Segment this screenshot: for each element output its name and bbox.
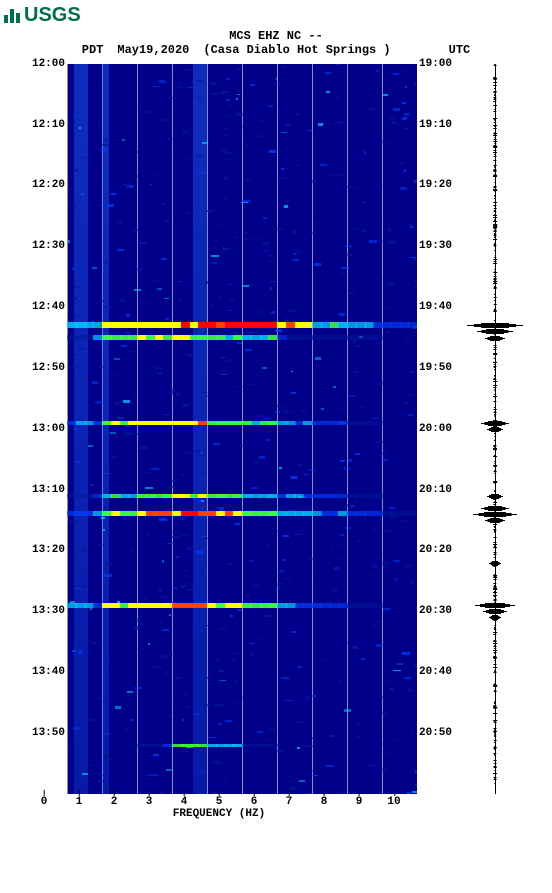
header-tz-right: UTC — [449, 43, 471, 57]
waveform-spike — [486, 333, 504, 334]
x-tick: 8 — [321, 796, 328, 808]
x-tick: 2 — [111, 796, 118, 808]
gridline — [312, 64, 313, 794]
gridline — [137, 64, 138, 794]
gridline — [67, 64, 68, 794]
gridline — [382, 64, 383, 794]
y-right-tick: 20:00 — [419, 423, 452, 435]
gridline — [347, 64, 348, 794]
chart-header: MCS EHZ NC -- PDT May19,2020 (Casa Diabl… — [4, 29, 548, 58]
y-left-tick: 12:50 — [32, 362, 65, 374]
y-right-tick: 19:50 — [419, 362, 452, 374]
gridline — [172, 64, 173, 794]
x-tick: 5 — [216, 796, 223, 808]
y-left-tick: 12:20 — [32, 179, 65, 191]
header-date: May19,2020 — [117, 43, 189, 57]
x-axis-label: FREQUENCY (HZ) — [44, 808, 394, 820]
usgs-logo-text: USGS — [24, 4, 81, 27]
waveform-plot — [465, 64, 525, 794]
waveform-spike — [488, 510, 502, 511]
y-right-tick: 20:50 — [419, 727, 452, 739]
x-tick: 1 — [76, 796, 83, 808]
usgs-logo: USGS — [4, 4, 548, 27]
y-left-tick: 12:00 — [32, 58, 65, 70]
x-tick: 10 — [387, 796, 400, 808]
y-right-tick: 19:10 — [419, 119, 452, 131]
y-left-tick: 12:40 — [32, 301, 65, 313]
x-tick: 9 — [356, 796, 363, 808]
chart-area: 12:0012:1012:2012:3012:4012:5013:0013:10… — [4, 64, 548, 794]
y-left-tick: 13:40 — [32, 666, 65, 678]
header-station-code: MCS EHZ NC -- — [229, 29, 323, 43]
waveform-spike — [489, 613, 501, 614]
y-right-tick: 20:30 — [419, 605, 452, 617]
x-axis: 012345678910 — [44, 794, 394, 808]
x-tick: 4 — [181, 796, 188, 808]
y-right-tick: 19:00 — [419, 58, 452, 70]
y-left-tick: 13:30 — [32, 605, 65, 617]
y-right-tick: 19:40 — [419, 301, 452, 313]
x-tick: 7 — [286, 796, 293, 808]
waveform-spike — [485, 607, 505, 608]
y-left-tick: 12:30 — [32, 240, 65, 252]
y-left-tick: 13:10 — [32, 484, 65, 496]
y-right-tick: 19:20 — [419, 179, 452, 191]
y-right-tick: 20:20 — [419, 544, 452, 556]
waveform-spike — [484, 516, 506, 517]
waveform-spike — [491, 431, 499, 432]
waveform-spike — [490, 340, 500, 341]
y-left-tick: 12:10 — [32, 119, 65, 131]
gridline — [207, 64, 208, 794]
x-tick: 0 — [41, 796, 48, 808]
y-right-tick: 20:40 — [419, 666, 452, 678]
y-left-tick: 13:20 — [32, 544, 65, 556]
waveform-spike — [481, 327, 509, 328]
header-tz-left: PDT — [82, 43, 104, 57]
y-axis-right: 19:0019:1019:2019:3019:4019:5020:0020:10… — [417, 64, 457, 794]
waveform-spike — [490, 522, 500, 523]
x-tick: 3 — [146, 796, 153, 808]
y-right-tick: 20:10 — [419, 484, 452, 496]
waveform-spike — [491, 498, 499, 499]
gridline — [277, 64, 278, 794]
gridline — [242, 64, 243, 794]
y-left-tick: 13:50 — [32, 727, 65, 739]
usgs-logo-bars — [4, 9, 20, 23]
x-tick: 6 — [251, 796, 258, 808]
y-left-tick: 13:00 — [32, 423, 65, 435]
waveform-spike — [492, 619, 498, 620]
y-right-tick: 19:30 — [419, 240, 452, 252]
waveform-spike — [492, 565, 498, 566]
y-axis-left: 12:0012:1012:2012:3012:4012:5013:0013:10… — [27, 64, 67, 794]
header-station-name: (Casa Diablo Hot Springs ) — [203, 43, 390, 57]
waveform-spike — [488, 425, 502, 426]
bg-streak — [102, 64, 109, 794]
spectrogram-plot — [67, 64, 417, 794]
